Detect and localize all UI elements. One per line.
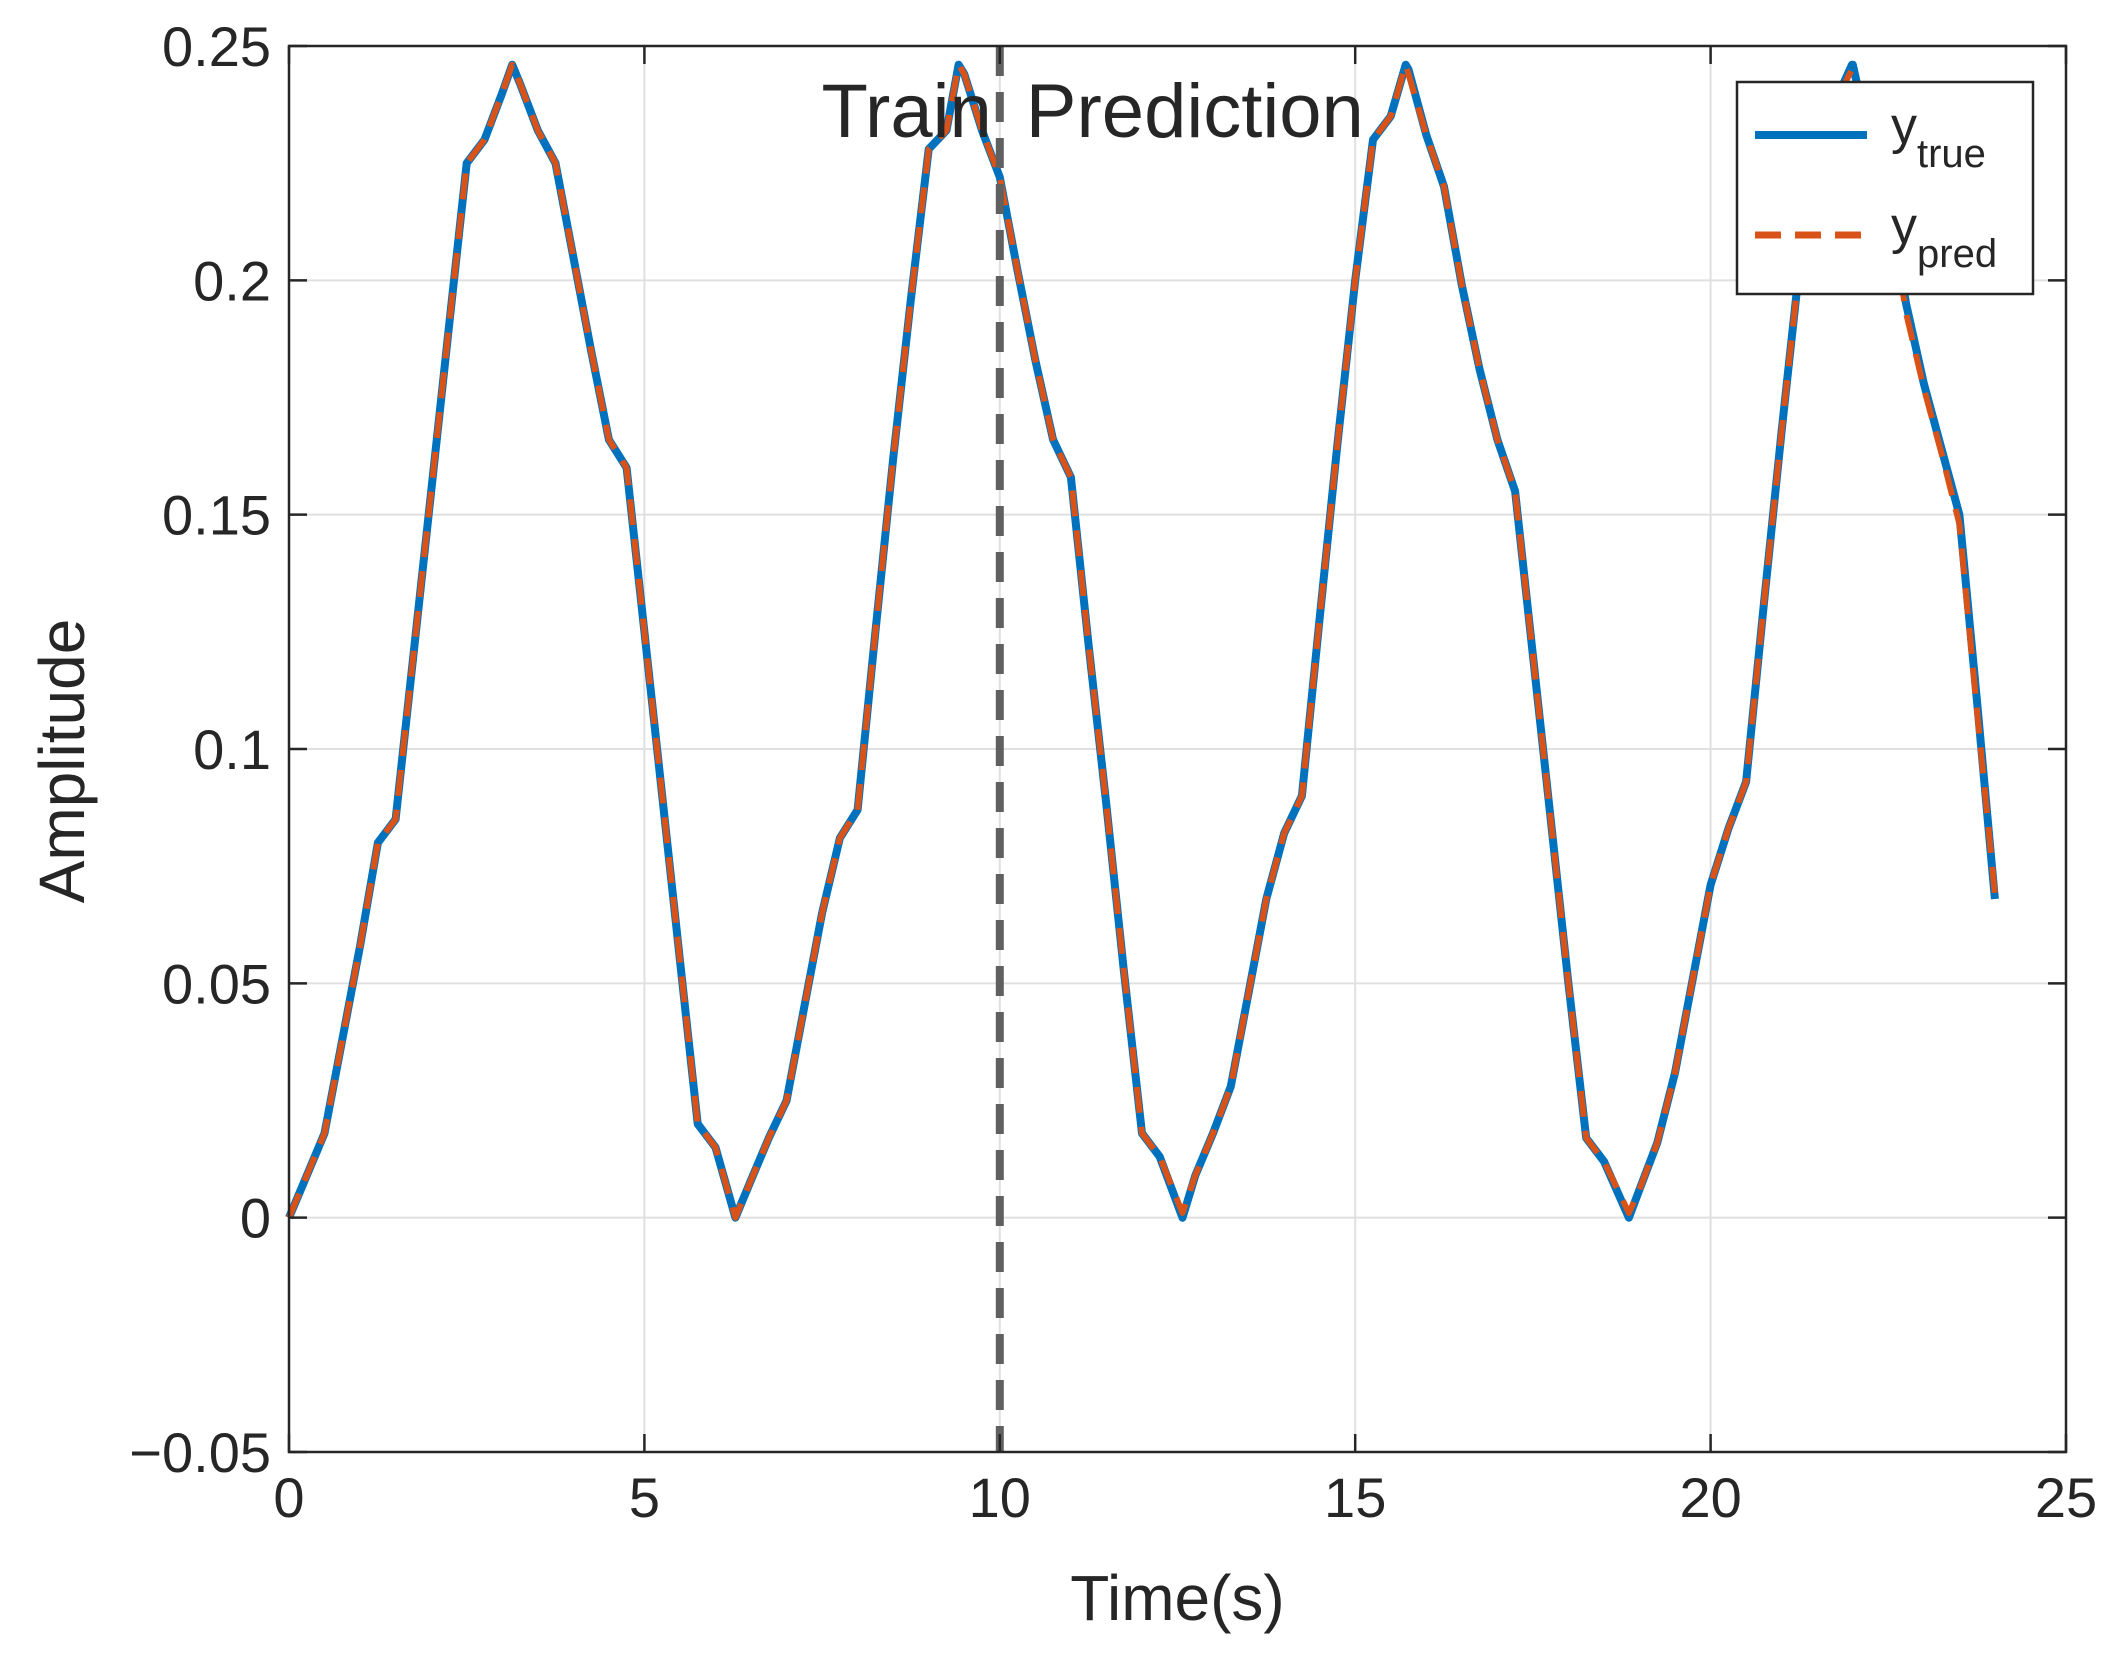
x-tick-label: 15 xyxy=(1324,1466,1386,1529)
x-tick-label: 0 xyxy=(273,1466,304,1529)
y-axis-label: Amplitude xyxy=(26,619,98,904)
train-annotation: Train xyxy=(821,69,991,154)
legend: ytrue ypred xyxy=(1735,80,2035,296)
prediction-annotation: Prediction xyxy=(1026,69,1364,154)
x-tick-label: 20 xyxy=(1679,1466,1741,1529)
series-layer xyxy=(285,60,1999,1222)
x-tick-labels: 0 5 10 15 20 25 xyxy=(273,1466,2097,1529)
y-tick-label: 0.15 xyxy=(162,484,271,547)
ticks xyxy=(287,44,2068,1454)
y-tick-label: 0 xyxy=(240,1187,271,1250)
legend-label-pred: ypred xyxy=(1891,197,1997,276)
y-tick-label: −0.05 xyxy=(129,1421,271,1484)
legend-box xyxy=(1735,80,2035,296)
y-tick-label: 0.2 xyxy=(193,249,271,312)
legend-label-true: ytrue xyxy=(1891,97,1986,176)
x-tick-label: 10 xyxy=(969,1466,1031,1529)
y-tick-labels: −0.05 0 0.05 0.1 0.15 0.2 0.25 xyxy=(129,15,271,1484)
y-tick-label: 0.25 xyxy=(162,15,271,78)
x-tick-label: 25 xyxy=(2035,1466,2097,1529)
y-tick-label: 0.05 xyxy=(162,952,271,1015)
series-line-pred xyxy=(286,61,1998,1221)
x-tick-label: 5 xyxy=(629,1466,660,1529)
y-tick-label: 0.1 xyxy=(193,718,271,781)
x-axis-label: Time(s) xyxy=(1070,1562,1284,1634)
